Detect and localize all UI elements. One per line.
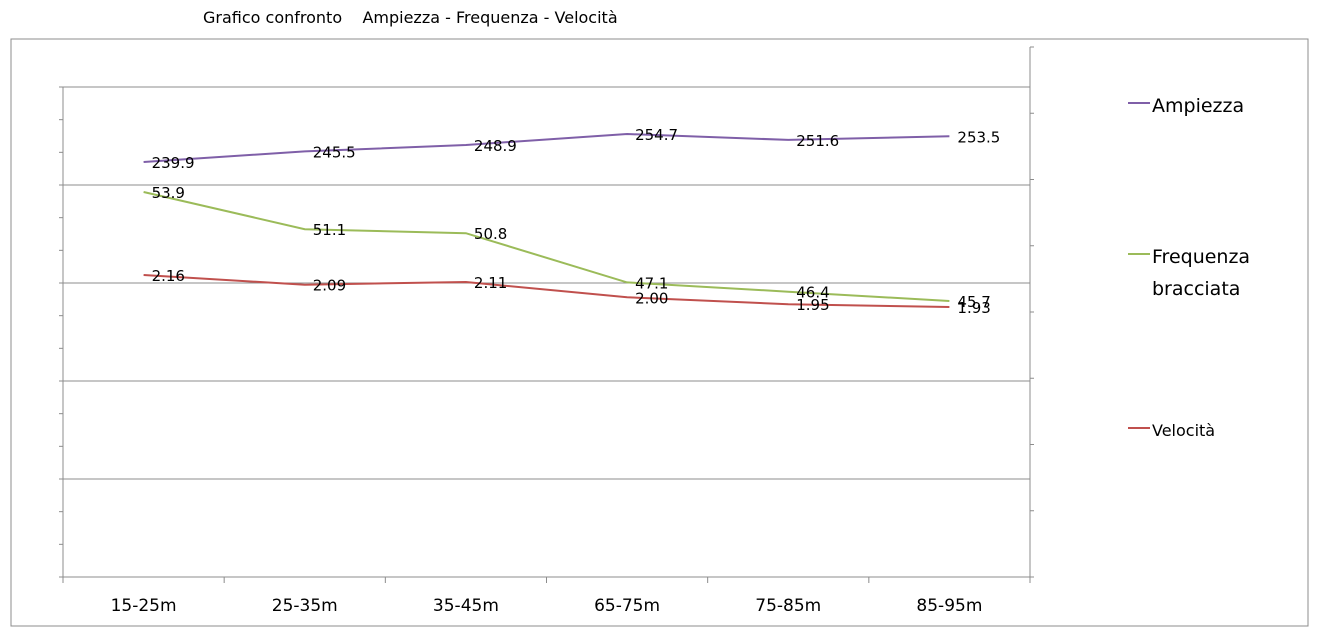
data-label: 2.00	[635, 289, 668, 307]
data-label: 53.9	[152, 184, 185, 202]
legend-item-ampiezza: Ampiezza	[1128, 90, 1244, 122]
chart-title: Grafico confronto Ampiezza - Frequenza -…	[203, 8, 618, 27]
data-label: 45.7	[957, 293, 990, 311]
series-line-1	[143, 132, 950, 163]
data-label: 2.16	[152, 267, 185, 285]
legend-label-ampiezza: Ampiezza	[1152, 95, 1245, 117]
series-lines	[143, 132, 950, 308]
data-label: 251.6	[796, 132, 839, 150]
series-line-2	[143, 191, 950, 302]
data-label: 245.5	[313, 143, 356, 161]
series-line-3	[143, 274, 950, 308]
legend-swatch-ampiezza	[1128, 102, 1150, 104]
data-label: 50.8	[474, 225, 507, 243]
chart-frame	[10, 38, 1309, 627]
data-label: 46.4	[796, 284, 829, 302]
legend-item-frequenza: Frequenza bracciata	[1128, 241, 1262, 305]
data-label: 1.93	[957, 299, 990, 317]
data-label: 248.9	[474, 137, 517, 155]
x-tick-label: 75-85m	[755, 596, 821, 616]
data-label: 51.1	[313, 221, 346, 239]
data-label: 2.11	[474, 274, 507, 292]
x-tick-label: 35-45m	[433, 596, 499, 616]
x-tick-label: 85-95m	[916, 596, 982, 616]
x-tick-label: 25-35m	[272, 596, 338, 616]
data-label: 239.9	[152, 154, 195, 172]
x-tick-label: 15-25m	[111, 596, 177, 616]
data-label: 1.95	[796, 296, 829, 314]
data-label: 254.7	[635, 126, 678, 144]
axes	[59, 46, 1034, 583]
data-label: 47.1	[635, 274, 668, 292]
data-label: 2.09	[313, 277, 346, 295]
data-label: 253.5	[957, 128, 1000, 146]
legend-item-velocita: Velocità	[1128, 418, 1215, 444]
gridlines	[63, 86, 1030, 480]
legend-swatch-frequenza	[1128, 253, 1150, 255]
x-tick-labels: 15-25m 25-35m 35-45m 65-75m 75-85m 85-95m	[111, 596, 983, 616]
x-tick-label: 65-75m	[594, 596, 660, 616]
legend-label-velocita: Velocità	[1152, 421, 1216, 440]
legend-label-frequenza: Frequenza bracciata	[1152, 246, 1251, 300]
legend-swatch-velocita	[1128, 427, 1150, 429]
data-labels: 239.9 245.5 248.9 254.7 251.6 253.5 53.9 51.1 50…	[152, 126, 1001, 317]
